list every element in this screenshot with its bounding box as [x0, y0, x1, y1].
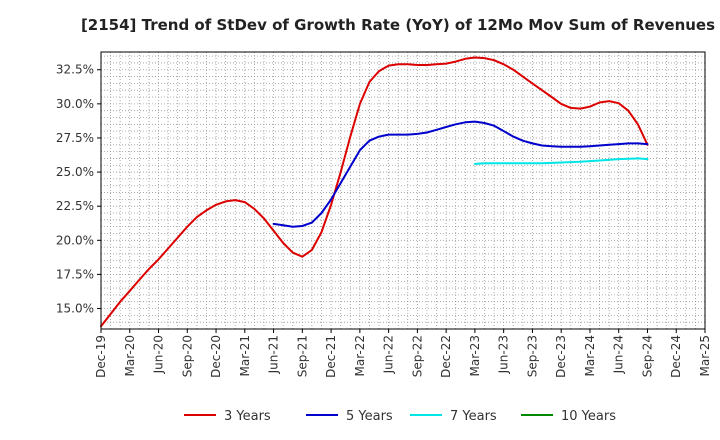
x-tick-label: Dec-19	[94, 335, 108, 378]
x-tick-label: Mar-23	[468, 335, 482, 376]
x-tick-label: Mar-20	[123, 335, 137, 376]
y-tick-label: 15.0%	[56, 302, 94, 316]
y-tick-label: 25.0%	[56, 165, 94, 179]
y-tick-label: 17.5%	[56, 267, 94, 281]
x-tick-label: Dec-24	[669, 335, 683, 378]
x-tick-label: Dec-21	[324, 335, 338, 378]
series-line-5-years	[272, 120, 649, 228]
x-tick-label: Jun-21	[267, 335, 281, 374]
x-tick-label: Jun-24	[612, 335, 626, 374]
x-tick-label: Sep-23	[525, 335, 539, 377]
y-tick-label: 32.5%	[56, 63, 94, 77]
legend: 3 Years 5 Years 7 Years 10 Years	[184, 409, 616, 424]
legend-label-7-years: 7 Years	[450, 409, 497, 424]
x-tick-label: Mar-21	[238, 335, 252, 376]
y-tick-label: 30.0%	[56, 97, 94, 111]
x-tick-label: Dec-22	[439, 335, 453, 378]
series-line-7-years	[473, 157, 649, 165]
y-tick-label: 20.0%	[56, 233, 94, 247]
x-tick-label: Mar-25	[698, 335, 712, 376]
x-tick-label: Sep-21	[295, 335, 309, 377]
plot-area: 15.0% 17.5% 20.0% 22.5% 25.0% 27.5% 30.0% 32.5%…	[56, 51, 712, 378]
x-tick-label: Sep-24	[640, 335, 654, 377]
legend-label-10-years: 10 Years	[561, 409, 616, 424]
x-tick-label: Jun-23	[497, 335, 511, 374]
x-tick-label: Sep-20	[180, 335, 194, 377]
x-tick-label: Dec-20	[209, 335, 223, 378]
x-tick-label: Dec-23	[554, 335, 568, 378]
legend-label-5-years: 5 Years	[346, 409, 393, 424]
chart-title: [2154] Trend of StDev of Growth Rate (Yo…	[81, 16, 715, 34]
x-tick-label: Mar-22	[353, 335, 367, 376]
legend-label-3-years: 3 Years	[224, 409, 271, 424]
y-tick-label: 22.5%	[56, 199, 94, 213]
y-tick-label: 27.5%	[56, 131, 94, 145]
series-line-3-years	[100, 56, 649, 328]
plot-background	[101, 52, 705, 329]
x-tick-label: Jun-20	[152, 335, 166, 374]
plot-frame	[100, 51, 706, 330]
x-tick-label: Mar-24	[583, 335, 597, 376]
x-tick-label: Jun-22	[382, 335, 396, 374]
x-tick-label: Sep-22	[410, 335, 424, 377]
